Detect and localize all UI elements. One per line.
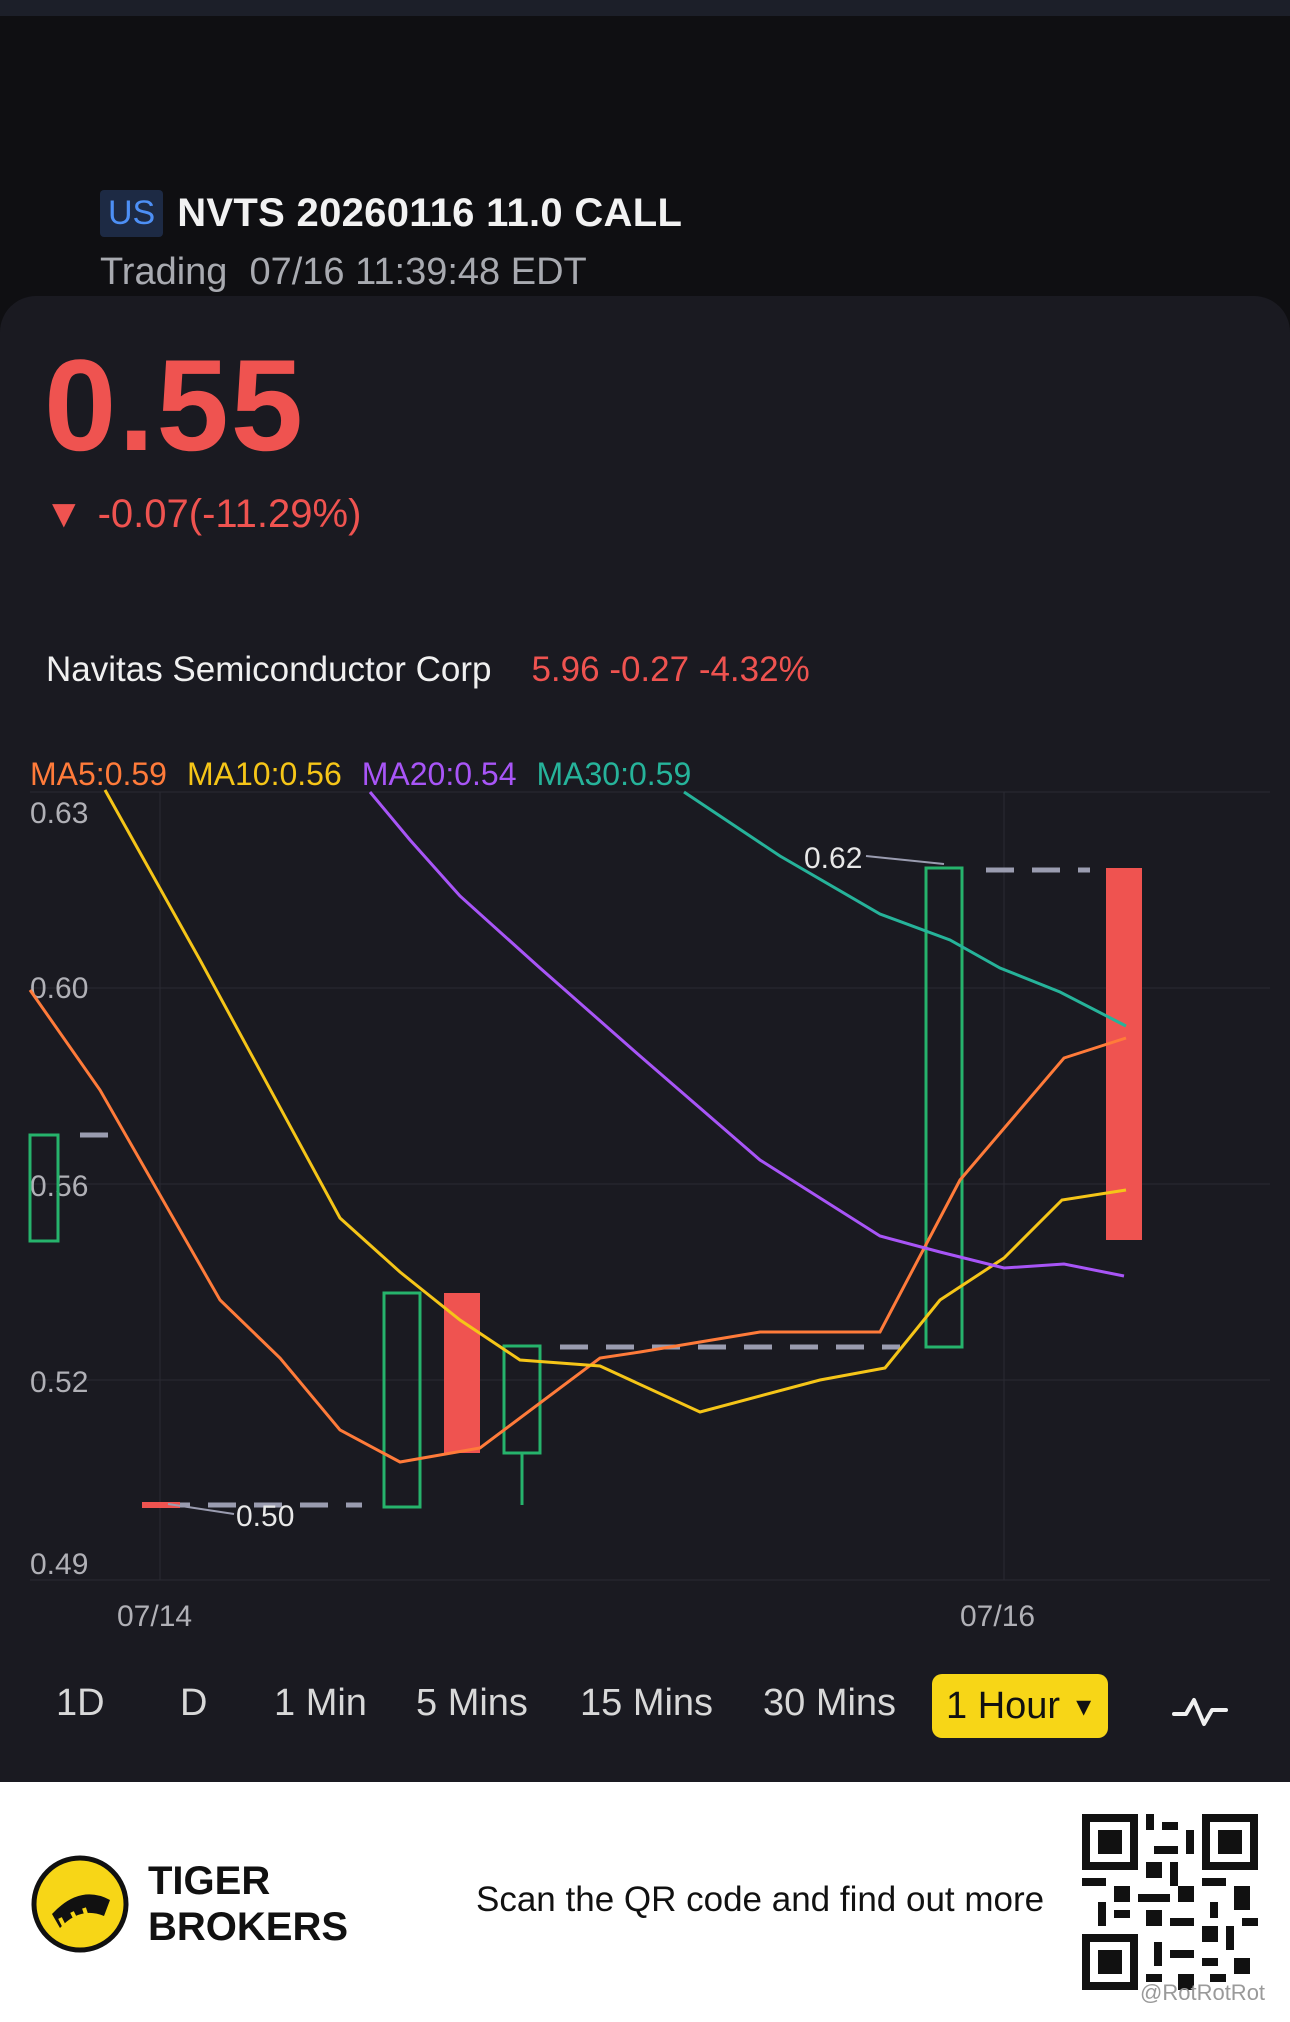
tab-1d[interactable]: 1D — [56, 1682, 105, 1724]
high-leader — [865, 855, 945, 865]
ma10-line — [103, 789, 1127, 1414]
qr-code-icon[interactable] — [1082, 1814, 1258, 1990]
tab-1-hour-dropdown[interactable]: 1 Hour ▾ — [932, 1674, 1108, 1738]
tab-30-mins[interactable]: 30 Mins — [763, 1682, 897, 1724]
market-badge: US — [100, 190, 164, 237]
quote-timestamp: 07/16 11:39:48 EDT — [249, 251, 587, 293]
last-price: 0.55 — [44, 332, 306, 478]
dashed-levels — [80, 867, 1090, 1508]
change-value: -0.07(-11.29%) — [97, 492, 362, 536]
ma30-label: MA30:0.59 — [536, 756, 692, 792]
qr-cta-text: Scan the QR code and find out more — [476, 1880, 1045, 1919]
ma-legend: MA5:0.59 MA10:0.56 MA20:0.54 MA30:0.59 — [30, 756, 691, 793]
ma30-line — [683, 790, 1127, 1028]
tiger-logo-icon — [31, 1855, 129, 1953]
ma5-label: MA5:0.59 — [30, 756, 167, 792]
tab-15-mins[interactable]: 15 Mins — [580, 1682, 714, 1724]
watermark: @RotRotRot — [1140, 1980, 1266, 2005]
candle — [1106, 868, 1142, 1240]
chart-grid — [30, 791, 1270, 1581]
low-leader — [167, 1503, 235, 1515]
underlying-quote[interactable]: Navitas Semiconductor Corp 5.96 -0.27 -4… — [46, 650, 810, 690]
tab-5-mins[interactable]: 5 Mins — [416, 1682, 528, 1724]
tab-1-hour-label: 1 Hour — [946, 1684, 1061, 1727]
candle — [502, 1344, 542, 1455]
contract-symbol: NVTS 20260116 11.0 CALL — [177, 191, 683, 235]
high-annotation: 0.62 — [804, 842, 862, 875]
low-annotation: 0.50 — [236, 1500, 294, 1533]
indicator-icon[interactable] — [1170, 1690, 1230, 1730]
quote-card — [0, 296, 1290, 1782]
candle — [924, 866, 964, 1349]
candle — [382, 1291, 422, 1509]
price-chart[interactable]: 0.63 0.60 0.56 0.52 0.49 07/14 07/16 0.6… — [0, 780, 1290, 1660]
brand-name: TIGER BROKERS — [148, 1859, 349, 1949]
candle — [142, 1502, 180, 1508]
y-tick: 0.60 — [30, 972, 88, 1005]
status-bar — [0, 0, 1290, 16]
tab-1-min[interactable]: 1 Min — [274, 1682, 367, 1724]
underlying-price: 5.96 -0.27 -4.32% — [531, 650, 810, 689]
tab-d[interactable]: D — [180, 1682, 208, 1724]
contract-header: US NVTS 20260116 11.0 CALL Trading 07/16… — [100, 190, 682, 294]
trading-status: Trading — [100, 251, 228, 293]
ma5-line — [28, 989, 1127, 1464]
candle — [444, 1293, 480, 1453]
down-arrow-icon: ▼ — [44, 492, 84, 536]
caret-down-icon: ▾ — [1076, 1689, 1092, 1723]
candles — [28, 866, 1142, 1509]
y-tick: 0.63 — [30, 797, 88, 830]
price-change: ▼ -0.07(-11.29%) — [44, 492, 361, 537]
y-tick: 0.49 — [30, 1548, 88, 1581]
promo-footer: TIGER BROKERS Scan the QR code and find … — [0, 1782, 1290, 2022]
ma20-line — [368, 791, 1125, 1278]
y-tick: 0.52 — [30, 1366, 88, 1399]
ma20-label: MA20:0.54 — [361, 756, 517, 792]
ma10-label: MA10:0.56 — [186, 756, 342, 792]
candle — [28, 1133, 60, 1243]
timeframe-bar: 1D D 1 Min 5 Mins 15 Mins 30 Mins 1 Hour… — [0, 1670, 1290, 1750]
x-tick: 07/14 — [117, 1600, 192, 1633]
underlying-name: Navitas Semiconductor Corp — [46, 650, 492, 689]
x-tick: 07/16 — [960, 1600, 1035, 1633]
